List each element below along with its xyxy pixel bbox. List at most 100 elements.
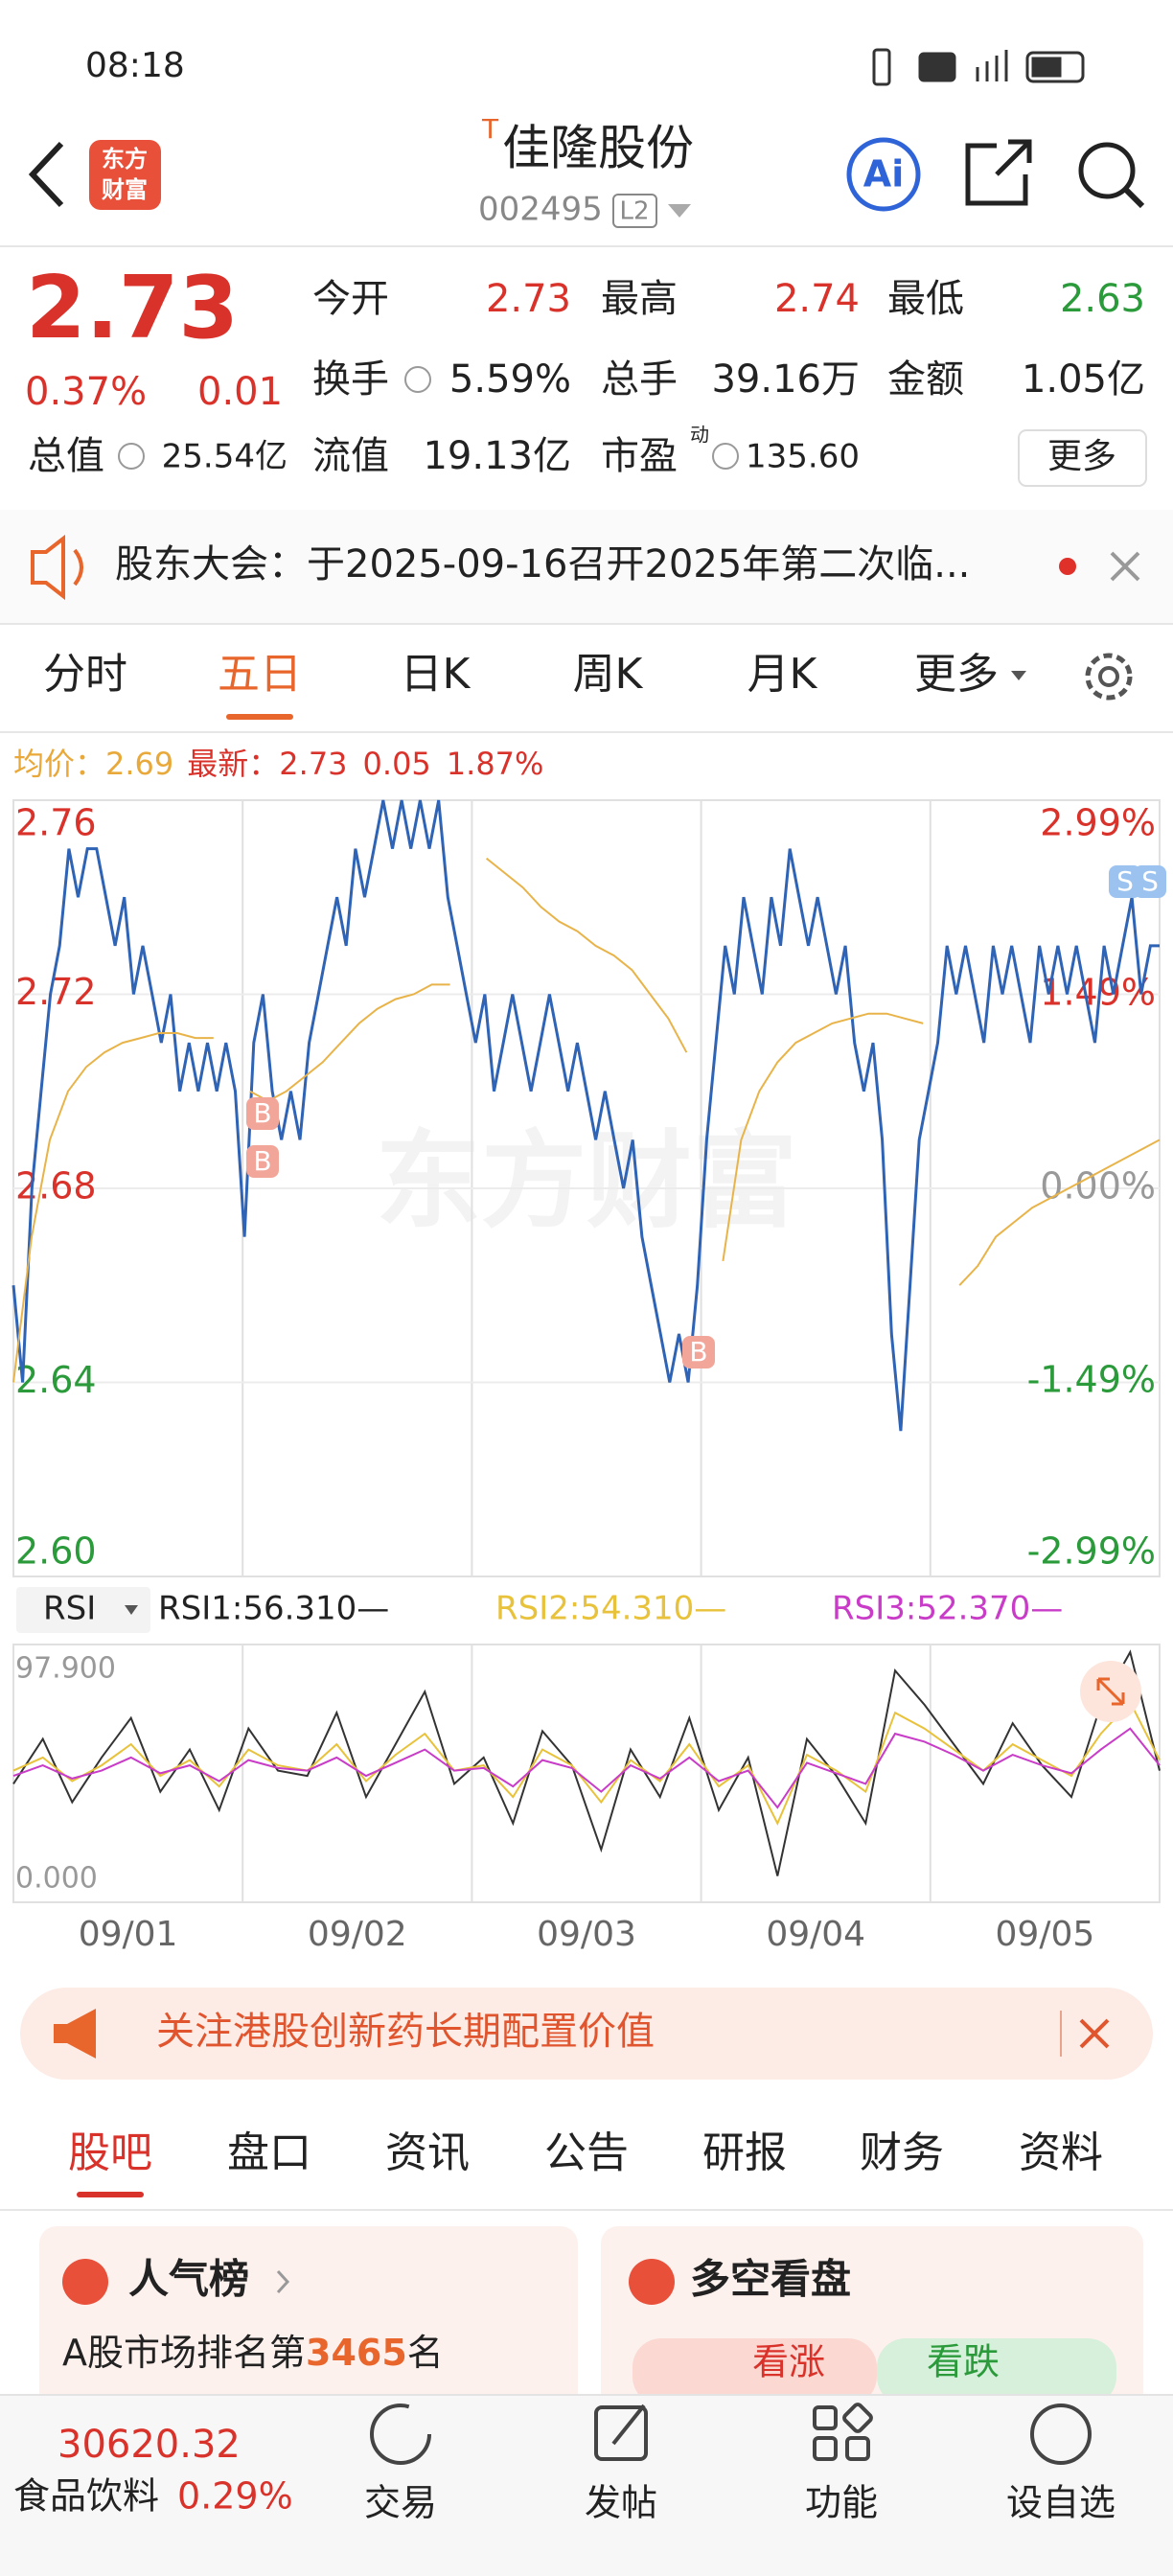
plot-frame	[12, 1644, 1161, 1903]
trade-mark-box	[246, 1145, 279, 1178]
change-pct: 0.37%	[25, 370, 147, 414]
tab[interactable]: 更多	[914, 650, 999, 699]
rank-text: A股市场排名第3465名	[62, 2332, 444, 2374]
field-label: 最低	[887, 277, 964, 321]
nav-item[interactable]: 交易	[364, 2482, 437, 2524]
divider	[0, 623, 1173, 625]
field-value: 5.59%	[449, 357, 571, 402]
rsi-chart: 97.900 0.000 RSI1:56.310— RSI2:54.310— RSI3:…	[12, 1590, 1161, 1954]
settings-button[interactable]	[1085, 653, 1133, 701]
legend-entry: RSI2:54.310—	[495, 1590, 726, 1628]
bull-button[interactable]	[632, 2338, 877, 2405]
x-tick-label: 09/03	[537, 1915, 636, 1954]
field-value: 39.16万	[711, 357, 860, 402]
logo-text: 东方	[102, 146, 148, 172]
search-handle	[1123, 187, 1145, 209]
back-button[interactable]	[28, 141, 64, 208]
popular-card[interactable]	[39, 2226, 578, 2418]
trade-mark-box	[246, 1097, 279, 1130]
y-tick-label: 2.68	[15, 1165, 97, 1208]
series-line	[12, 1649, 1161, 1876]
field-label: 总值	[28, 434, 104, 478]
x-tick-label: 09/04	[766, 1915, 865, 1954]
dropdown[interactable]	[668, 204, 691, 218]
settings-core	[1098, 666, 1119, 687]
chart-tabs: 分时 五日 日K 周K 月K 更多	[43, 650, 999, 699]
unread-dot	[1059, 558, 1076, 575]
divider	[0, 2394, 1173, 2396]
trade-mark-box	[682, 1336, 715, 1368]
tab-active[interactable]: 股吧	[68, 2128, 152, 2177]
rank-suffix: 名	[407, 2332, 444, 2374]
stock-name: 佳隆股份	[502, 121, 694, 176]
more-button[interactable]	[1018, 429, 1147, 487]
divider	[0, 2209, 1173, 2211]
banner[interactable]	[20, 1988, 1153, 2080]
index-value[interactable]: 30620.32	[58, 2423, 241, 2467]
bear-button[interactable]	[877, 2338, 1116, 2405]
y2-tick-label: -2.99%	[1027, 1530, 1156, 1573]
chevron	[276, 2269, 290, 2294]
ai-button[interactable]	[846, 137, 921, 212]
legend-entry: RSI3:52.370—	[832, 1590, 1063, 1628]
nav-item[interactable]: 功能	[805, 2482, 878, 2524]
content-tabs: 股吧 盘口 资讯 公告 研报 财务 资料	[68, 2128, 1103, 2177]
tab[interactable]: 分时	[43, 650, 127, 699]
avg-label: 均价：	[13, 746, 105, 782]
trade-mark-box	[1109, 865, 1141, 898]
dropdown	[125, 1605, 138, 1615]
close-banner[interactable]	[1079, 2018, 1110, 2049]
tab-underline	[77, 2192, 144, 2197]
ai-label: Ai	[863, 153, 904, 196]
tab[interactable]: 公告	[544, 2128, 629, 2177]
field-label: 最高	[601, 277, 678, 321]
card-title: 多空看盘	[690, 2256, 851, 2303]
tab[interactable]: 资料	[1019, 2128, 1103, 2177]
share-button[interactable]	[965, 139, 1032, 206]
tab-active[interactable]: 五日	[218, 650, 302, 699]
tab[interactable]: 盘口	[227, 2128, 311, 2177]
field-value: 2.73	[486, 277, 571, 321]
logo-text: 财富	[102, 176, 148, 203]
change-pct: 1.87%	[447, 746, 544, 782]
field-label: 流值	[312, 434, 389, 478]
level: L2	[619, 197, 649, 226]
y2-tick-label: -1.49%	[1027, 1358, 1156, 1400]
level-badge	[612, 194, 657, 228]
badge: T	[481, 113, 499, 145]
nav-item[interactable]: 设自选	[1006, 2482, 1116, 2524]
card-title: 人气榜	[128, 2256, 249, 2303]
y-tick-label: 2.72	[15, 971, 97, 1013]
tab[interactable]: 周K	[573, 650, 644, 699]
trade-mark: B	[253, 1097, 271, 1129]
notice-bar[interactable]	[0, 510, 1173, 623]
trade-mark: S	[1116, 865, 1134, 897]
bear-label: 看跌	[927, 2341, 1000, 2383]
series-line	[12, 857, 1161, 1383]
tab[interactable]: 研报	[702, 2128, 787, 2177]
nav-item[interactable]: 发帖	[585, 2482, 657, 2524]
trade-mark: S	[1141, 865, 1159, 897]
legend-entry: RSI1:56.310—	[158, 1590, 389, 1628]
series-line	[12, 1727, 1161, 1809]
sector[interactable]: 食品饮料	[13, 2475, 159, 2518]
tab[interactable]: 日K	[401, 650, 472, 699]
y-tick-label: 2.64	[15, 1359, 97, 1401]
divider	[0, 245, 1173, 247]
tab[interactable]: 月K	[748, 650, 818, 699]
notice-text: 股东大会：于2025-09-16召开2025年第二次临...	[115, 542, 970, 586]
watermark: 东方财富	[376, 1119, 797, 1242]
rank: 3465	[306, 2332, 407, 2374]
indicator-select[interactable]	[16, 1587, 150, 1633]
x-tick-label: 09/02	[308, 1915, 407, 1954]
search-button[interactable]	[1078, 142, 1136, 199]
separator	[1060, 2011, 1062, 2057]
field-value: 2.63	[1060, 277, 1145, 321]
divider	[0, 731, 1173, 733]
tab[interactable]: 财务	[860, 2128, 944, 2177]
field-value: 19.13亿	[423, 434, 571, 478]
close-notice[interactable]	[1110, 551, 1140, 582]
tab[interactable]: 资讯	[385, 2128, 470, 2177]
x-tick-label: 09/05	[996, 1915, 1095, 1954]
field-value: 2.74	[774, 277, 860, 321]
